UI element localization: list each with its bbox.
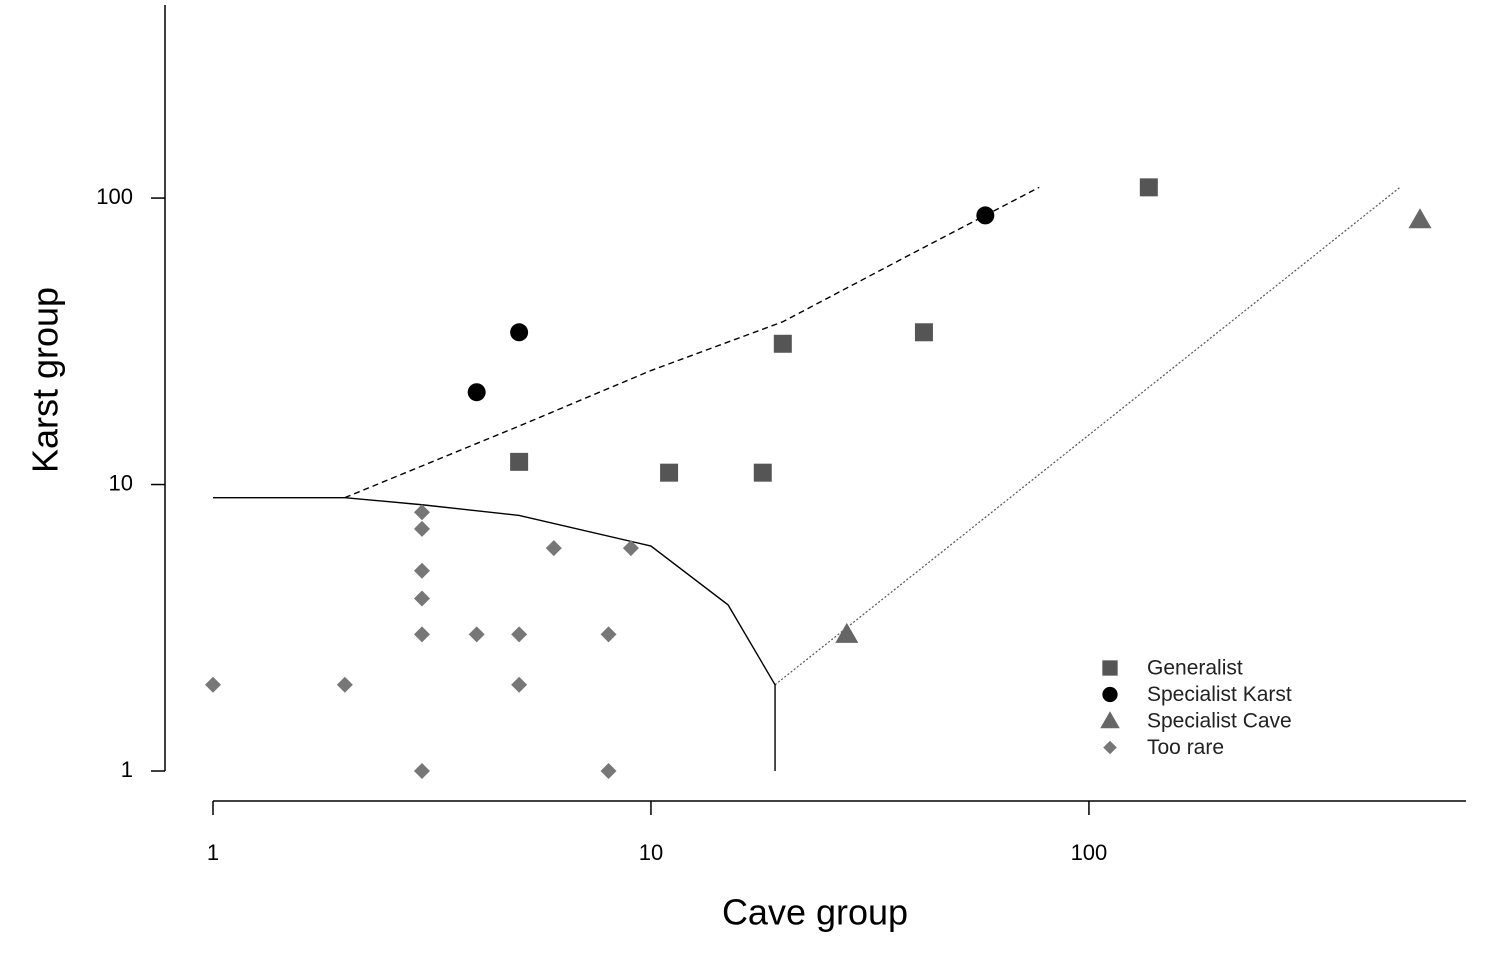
y-tick-label: 10 (109, 470, 133, 495)
point (914, 323, 933, 342)
x-tick-label: 1 (207, 840, 219, 865)
point (413, 520, 430, 537)
point (1139, 178, 1158, 197)
point (1408, 208, 1432, 229)
point (600, 763, 617, 779)
point (976, 206, 995, 225)
y-tick-label: 100 (96, 184, 133, 209)
legend-label: Specialist Karst (1147, 683, 1292, 706)
legend-label: Too rare (1147, 736, 1224, 759)
point (413, 626, 430, 643)
point (336, 676, 353, 693)
y-tick-label: 1 (121, 757, 133, 782)
point (205, 676, 221, 693)
point (468, 626, 485, 643)
point (753, 463, 772, 482)
legend-marker (1102, 660, 1118, 676)
point (467, 383, 486, 402)
threshold-curve (344, 186, 1040, 499)
point (413, 562, 430, 579)
point (413, 763, 430, 779)
legend-label: Specialist Cave (1147, 710, 1292, 733)
x-tick-label: 100 (1071, 840, 1108, 865)
point (660, 463, 679, 482)
point (511, 626, 528, 643)
point (600, 626, 617, 643)
point (545, 540, 562, 557)
point (773, 334, 792, 353)
point (413, 504, 430, 521)
point (413, 590, 430, 607)
legend-marker (1100, 711, 1120, 729)
threshold-curve (213, 496, 776, 771)
x-axis-title: Cave group (722, 892, 908, 933)
point (510, 323, 529, 342)
y-axis-title: Karst group (25, 287, 66, 473)
threshold-curve (774, 186, 1401, 686)
point (622, 540, 639, 557)
legend-marker (1102, 686, 1118, 703)
legend-marker (1103, 740, 1117, 755)
point (511, 676, 528, 693)
legend-label: Generalist (1147, 657, 1243, 680)
point (835, 622, 859, 643)
point (510, 452, 529, 471)
x-tick-label: 10 (639, 840, 663, 865)
